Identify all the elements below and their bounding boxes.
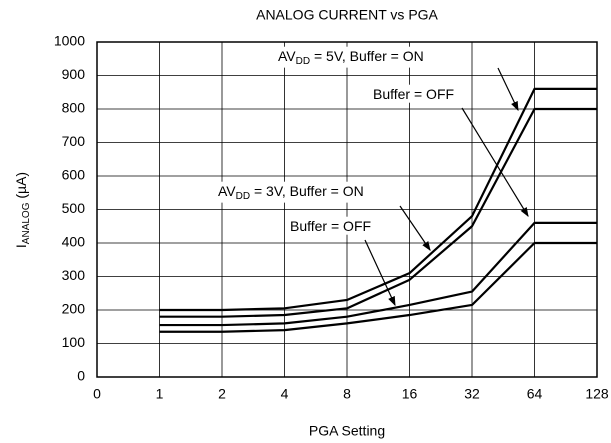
annotation-main: Buffer = OFF — [373, 86, 454, 102]
annotation-bg — [288, 216, 374, 235]
y-tick-label: 800 — [62, 100, 86, 116]
annotation-arrow — [364, 239, 396, 307]
x-tick-label: 2 — [218, 386, 226, 402]
x-tick-label: 4 — [281, 386, 289, 402]
x-tick-label: 16 — [402, 386, 418, 402]
annotation-arrow — [461, 107, 529, 218]
x-tick-label: 1 — [156, 386, 164, 402]
x-tick-label: 0 — [93, 386, 101, 402]
annotation-bg — [276, 46, 426, 68]
x-tick-label: 8 — [343, 386, 351, 402]
y-tick-label: 0 — [77, 368, 85, 384]
annotation-sub: DD — [236, 191, 250, 202]
y-tick-label: 300 — [62, 267, 86, 283]
y-axis-label: IANALOG (µA) — [13, 172, 32, 248]
y-tick-label: 600 — [62, 167, 86, 183]
plot-frame — [96, 41, 598, 378]
annotation-main: AV — [218, 183, 236, 199]
chart-title: ANALOG CURRENT vs PGA — [256, 7, 438, 23]
series-line — [159, 107, 597, 318]
annotation-rest: = 5V, Buffer = ON — [310, 48, 424, 64]
y-tick-label: 100 — [62, 334, 86, 350]
y-label-main: I — [13, 244, 29, 248]
x-tick-label: 128 — [585, 386, 609, 402]
annotation-bg — [216, 181, 366, 203]
annotation: AVDD = 3V, Buffer = ON — [218, 183, 364, 202]
annotation-sub: DD — [296, 56, 310, 67]
y-tick-label: 700 — [62, 133, 86, 149]
x-tick-label: 64 — [527, 386, 543, 402]
annotation-main: Buffer = OFF — [290, 218, 371, 234]
annotation: Buffer = OFF — [290, 218, 371, 234]
y-tick-label: 500 — [62, 200, 86, 216]
y-label-sub: ANALOG — [21, 202, 32, 244]
annotation: AVDD = 5V, Buffer = ON — [278, 48, 424, 67]
annotation-arrow — [497, 67, 519, 112]
annotation-bg — [371, 84, 457, 103]
y-tick-label: 900 — [62, 66, 86, 82]
x-axis-label: PGA Setting — [309, 423, 385, 439]
x-tick-label: 32 — [464, 386, 480, 402]
y-tick-label: 200 — [62, 301, 86, 317]
series-line — [159, 221, 597, 327]
y-tick-label: 400 — [62, 234, 86, 250]
annotation-arrow — [399, 205, 431, 251]
y-tick-label: 1000 — [54, 33, 85, 49]
annotation-rest: = 3V, Buffer = ON — [250, 183, 364, 199]
y-label-rest: (µA) — [13, 172, 29, 203]
annotation-main: AV — [278, 48, 296, 64]
series-line — [159, 87, 597, 312]
series-line — [159, 241, 597, 333]
annotation: Buffer = OFF — [373, 86, 454, 102]
